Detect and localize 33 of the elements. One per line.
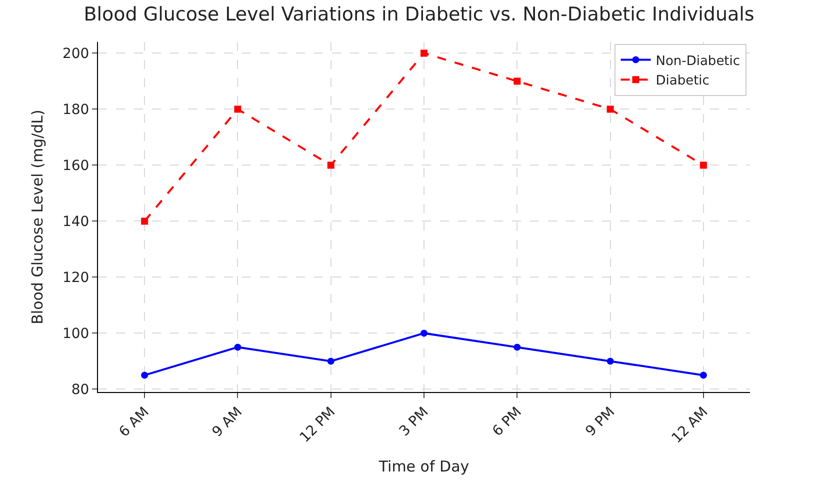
point <box>234 106 242 113</box>
x-tick-label: 12 AM <box>668 404 712 447</box>
x-tick-label: 9 PM <box>582 404 618 440</box>
legend-label: Diabetic <box>656 74 710 89</box>
point <box>700 162 707 169</box>
x-tick-label: 12 PM <box>297 404 339 446</box>
y-tick-label: 100 <box>62 326 90 342</box>
point <box>141 372 148 379</box>
legend-label: Non-Diabetic <box>656 54 740 69</box>
point <box>234 344 242 351</box>
point <box>514 344 521 351</box>
y-tick-label: 200 <box>62 46 90 62</box>
point <box>141 218 148 225</box>
point <box>327 358 334 365</box>
y-tick-label: 180 <box>62 102 90 118</box>
x-axis-title: Time of Day <box>378 458 470 476</box>
x-tick-label: 9 AM <box>209 404 246 440</box>
y-tick-label: 80 <box>71 382 90 398</box>
chart-title: Blood Glucose Level Variations in Diabetic vs. Non-Diabetic Individuals <box>84 4 754 26</box>
y-tick-label: 160 <box>62 158 90 174</box>
y-axis-title: Blood Glucose Level (mg/dL) <box>28 110 47 324</box>
point <box>606 106 614 113</box>
y-tick-label: 120 <box>62 270 90 286</box>
x-tick-label: 3 PM <box>396 404 432 440</box>
point <box>420 330 428 337</box>
point <box>327 162 334 169</box>
x-tick-label: 6 PM <box>490 404 525 440</box>
point <box>606 358 614 365</box>
x-tick-label: 6 AM <box>116 404 152 440</box>
point <box>700 372 707 379</box>
point <box>514 78 521 85</box>
y-tick-label: 140 <box>62 214 90 230</box>
point <box>420 50 428 57</box>
